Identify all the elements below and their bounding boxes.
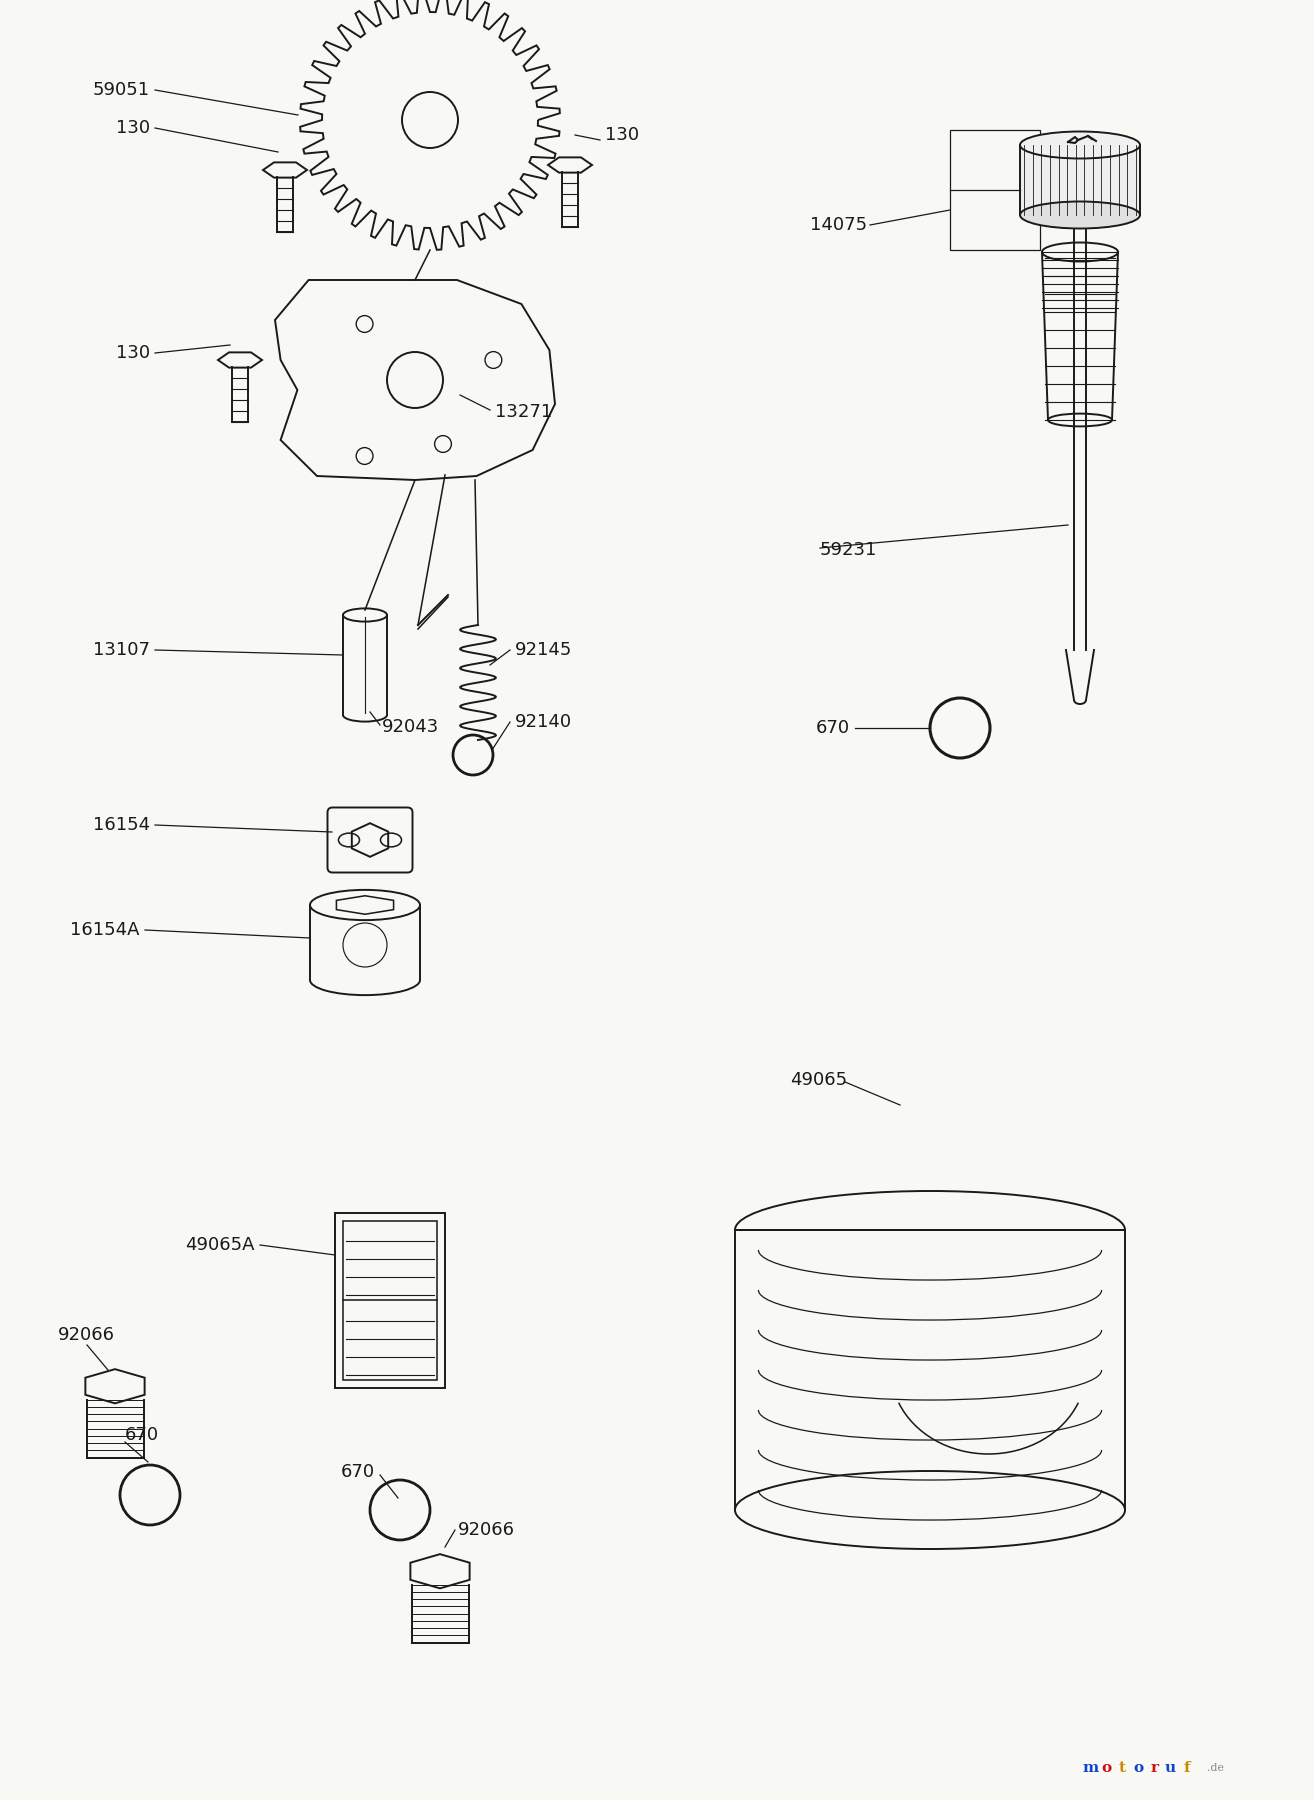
Bar — [1020, 146, 1141, 214]
Text: 92140: 92140 — [515, 713, 572, 731]
Text: 92145: 92145 — [515, 641, 573, 659]
Text: o: o — [1134, 1760, 1143, 1775]
Text: 130: 130 — [116, 344, 150, 362]
Text: 92066: 92066 — [459, 1521, 515, 1539]
Bar — [335, 1213, 445, 1388]
Ellipse shape — [1020, 202, 1141, 229]
Text: 92066: 92066 — [58, 1327, 116, 1345]
Text: 49065: 49065 — [790, 1071, 848, 1089]
Text: 13271: 13271 — [495, 403, 552, 421]
Text: u: u — [1166, 1760, 1176, 1775]
Text: 92043: 92043 — [382, 718, 439, 736]
Text: t: t — [1120, 1760, 1126, 1775]
Text: r: r — [1151, 1760, 1159, 1775]
Text: 49065A: 49065A — [185, 1237, 255, 1255]
Text: 670: 670 — [816, 718, 850, 736]
Text: .de: .de — [1206, 1762, 1223, 1773]
Ellipse shape — [1020, 131, 1141, 158]
Text: 670: 670 — [340, 1463, 374, 1481]
Text: 59231: 59231 — [820, 542, 878, 560]
Text: 670: 670 — [125, 1426, 159, 1444]
Text: 130: 130 — [116, 119, 150, 137]
Bar — [343, 1220, 438, 1379]
Text: 16154A: 16154A — [71, 922, 141, 940]
Text: 13107: 13107 — [93, 641, 150, 659]
Text: 130: 130 — [604, 126, 639, 144]
Text: 14075: 14075 — [809, 216, 867, 234]
Bar — [950, 130, 1039, 250]
Text: f: f — [1184, 1760, 1190, 1775]
Text: o: o — [1101, 1760, 1112, 1775]
Text: 59051: 59051 — [93, 81, 150, 99]
Text: m: m — [1083, 1760, 1099, 1775]
Text: 16154: 16154 — [93, 815, 150, 833]
